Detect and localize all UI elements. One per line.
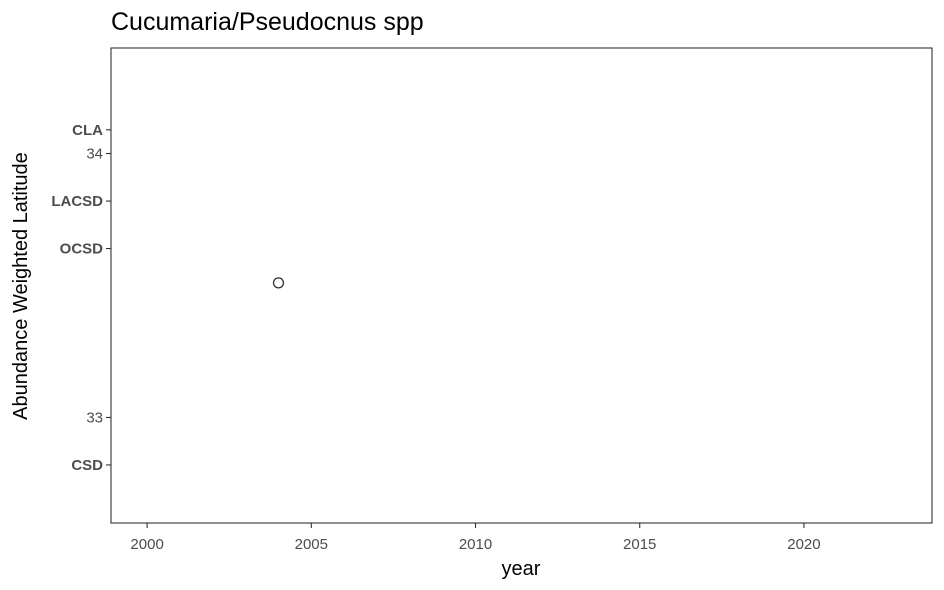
x-axis: 2000 2005 2010 2015 2020 (130, 523, 821, 553)
y-axis: 33 34 CLA LACSD OCSD CSD (51, 122, 111, 474)
x-axis-title: year (502, 558, 541, 580)
x-tick-label: 2005 (295, 536, 328, 553)
y-tick-label: 33 (86, 409, 103, 426)
x-tick-label: 2010 (459, 536, 492, 553)
site-label: LACSD (51, 193, 103, 210)
chart-title: Cucumaria/Pseudocnus spp (111, 8, 424, 36)
site-label: CSD (71, 457, 103, 474)
x-tick-label: 2000 (130, 536, 163, 553)
y-axis-title: Abundance Weighted Latitude (10, 152, 32, 420)
x-tick-label: 2015 (623, 536, 656, 553)
plot-panel (110, 47, 933, 524)
site-label: CLA (72, 122, 103, 139)
data-points (272, 277, 285, 289)
y-tick-label: 34 (86, 146, 103, 163)
data-point (272, 277, 285, 289)
x-tick-label: 2020 (787, 536, 820, 553)
site-label: OCSD (60, 241, 104, 258)
